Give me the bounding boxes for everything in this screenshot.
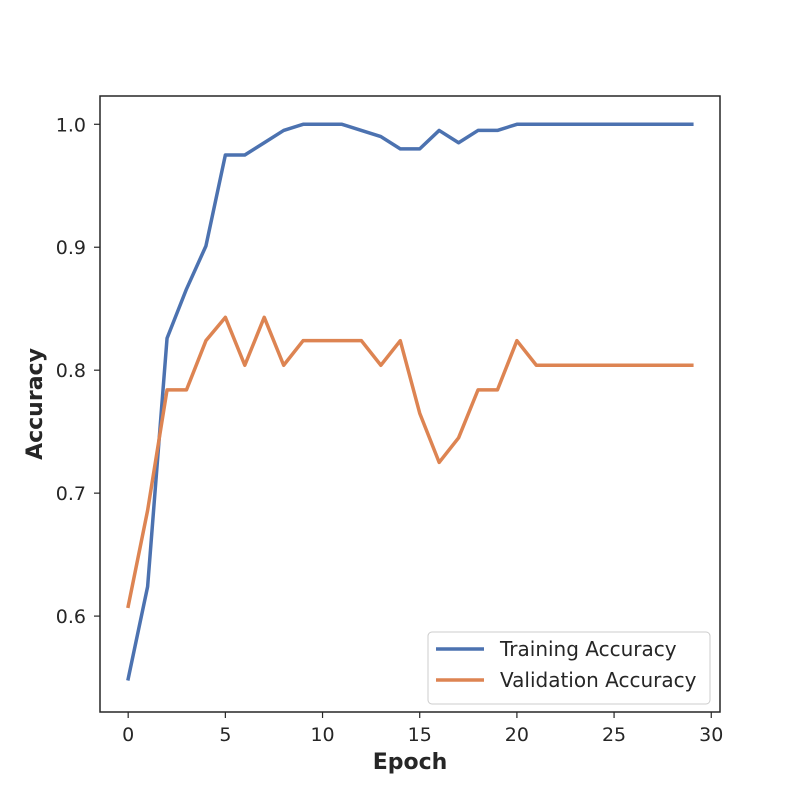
y-tick-label: 0.9 (56, 237, 86, 259)
y-tick-label: 0.7 (56, 483, 86, 505)
x-axis-ticks: 0 5 10 15 20 25 30 (122, 712, 723, 746)
plot-frame (99, 95, 721, 713)
x-tick-label: 5 (219, 724, 231, 746)
legend-box (427, 631, 711, 705)
y-tick-label: 0.8 (56, 360, 86, 382)
x-tick-label: 10 (310, 724, 334, 746)
x-tick-label: 15 (408, 724, 432, 746)
legend: Training Accuracy Validation Accuracy (427, 631, 711, 705)
x-tick-label: 25 (602, 724, 626, 746)
y-axis-ticks: 0.6 0.7 0.8 0.9 1.0 (56, 114, 100, 628)
legend-label-training: Training Accuracy (499, 637, 677, 661)
legend-label-validation: Validation Accuracy (500, 668, 697, 692)
series-line-training-accuracy (126, 122, 694, 681)
y-tick-label: 1.0 (56, 114, 86, 136)
x-tick-label: 30 (699, 724, 723, 746)
x-axis-title: Epoch (373, 750, 448, 775)
y-tick-label: 0.6 (56, 606, 86, 628)
x-tick-label: 20 (505, 724, 529, 746)
lines-layer (126, 122, 694, 681)
series-line-validation-accuracy (126, 315, 694, 609)
y-axis-title: Accuracy (23, 348, 48, 460)
x-tick-label: 0 (122, 724, 134, 746)
